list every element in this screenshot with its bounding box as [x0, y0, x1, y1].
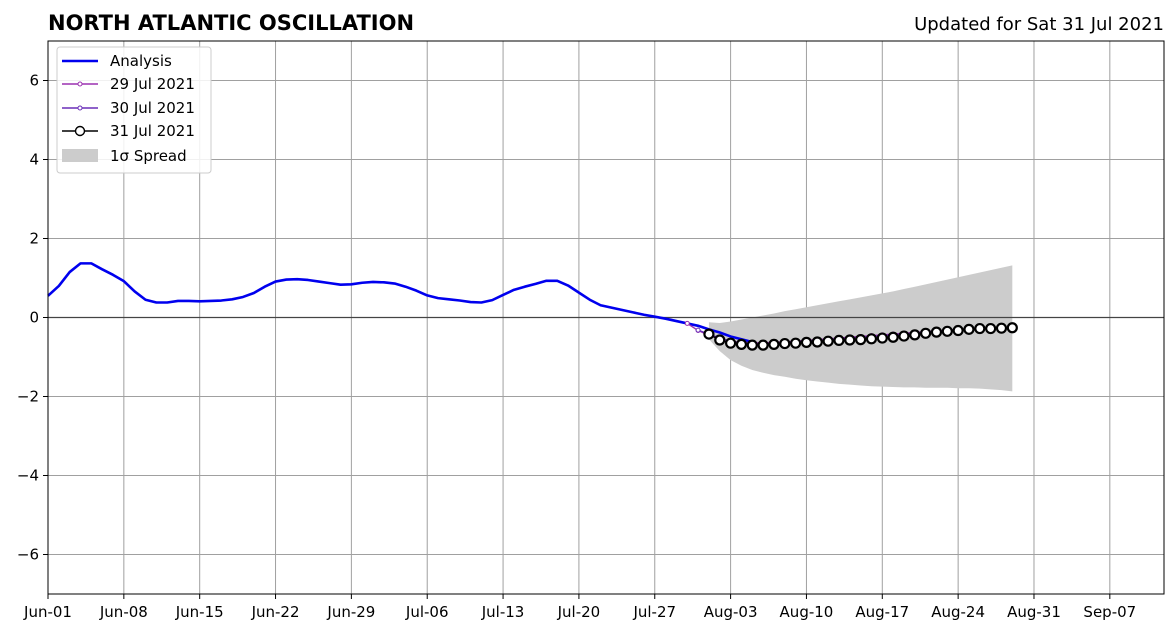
x-tick-label: Jun-08 — [99, 603, 148, 621]
data-point — [725, 337, 737, 349]
data-point — [714, 334, 726, 346]
chart-subtitle: Updated for Sat 31 Jul 2021 — [914, 14, 1164, 35]
data-point — [941, 325, 953, 337]
x-tick-label: Jul-27 — [632, 603, 676, 621]
x-tick-label: Jul-20 — [557, 603, 601, 621]
data-point — [811, 336, 823, 348]
legend: Analysis 29 Jul 2021 30 Jul 2021 31 Jul … — [56, 46, 212, 174]
data-point — [887, 331, 899, 343]
data-point — [757, 339, 769, 351]
data-point — [768, 338, 780, 350]
series-line-analysis — [47, 262, 753, 344]
spread-layer — [708, 265, 1013, 392]
data-point — [790, 337, 802, 349]
data-point — [1006, 322, 1018, 334]
x-tick-label: Jun-01 — [23, 603, 72, 621]
y-tick-label: 4 — [29, 151, 39, 169]
y-tick-label: 2 — [29, 230, 39, 248]
y-tick-label: −4 — [17, 467, 39, 485]
x-tick-label: Jul-13 — [481, 603, 525, 621]
x-tick-label: Jun-29 — [326, 603, 375, 621]
data-point — [995, 322, 1008, 334]
data-point — [920, 327, 932, 339]
legend-label-spread: 1σ Spread — [110, 147, 187, 165]
y-tick-label: −2 — [17, 388, 39, 406]
data-point — [684, 320, 690, 326]
legend-marker-jul30 — [77, 105, 83, 111]
y-tick-label: −6 — [17, 546, 39, 564]
legend-label-analysis: Analysis — [110, 52, 172, 70]
y-tick-label: 6 — [29, 72, 39, 90]
data-point — [822, 335, 834, 347]
spread-band — [708, 265, 1013, 392]
x-tick-label: Aug-17 — [855, 603, 909, 621]
legend-label-jul31: 31 Jul 2021 — [110, 122, 195, 140]
legend-box — [56, 46, 212, 174]
x-tick-label: Jun-22 — [251, 603, 300, 621]
data-point — [985, 322, 997, 335]
legend-swatch-spread — [62, 149, 98, 162]
data-point — [703, 328, 715, 340]
x-tick-label: Aug-03 — [704, 603, 758, 621]
x-tick-label: Jul-06 — [405, 603, 449, 621]
x-tick-label: Aug-24 — [931, 603, 985, 621]
legend-marker-jul29 — [77, 81, 83, 87]
chart-title: NORTH ATLANTIC OSCILLATION — [48, 11, 414, 35]
data-point — [855, 334, 867, 346]
x-tick-label: Aug-31 — [1007, 603, 1061, 621]
y-tick-label: 0 — [29, 309, 39, 327]
data-point — [930, 326, 943, 338]
data-point — [898, 330, 910, 342]
data-point — [779, 337, 791, 350]
legend-label-jul30: 30 Jul 2021 — [110, 99, 195, 117]
x-tick-label: Aug-10 — [780, 603, 834, 621]
data-point — [974, 322, 986, 335]
data-point — [844, 334, 856, 346]
legend-label-jul29: 29 Jul 2021 — [110, 75, 195, 93]
x-tick-label: Jun-15 — [175, 603, 224, 621]
x-axis-ticks: Jun-01 Jun-08 Jun-15 Jun-22 Jun-29 Jul-06 Jul-… — [23, 594, 1136, 621]
legend-marker-jul31 — [74, 125, 86, 137]
data-point — [735, 338, 748, 350]
series-layer — [47, 262, 1018, 351]
data-point — [746, 339, 758, 351]
data-point — [876, 332, 888, 344]
data-point — [833, 334, 845, 347]
y-axis-ticks: 6 4 2 0 −2 −4 −6 — [17, 72, 48, 564]
x-tick-label: Sep-07 — [1083, 603, 1136, 621]
data-point — [963, 323, 975, 335]
data-point — [909, 329, 921, 341]
data-point — [800, 336, 813, 348]
data-point — [952, 324, 964, 337]
plot-area — [47, 40, 1165, 595]
data-point — [865, 333, 878, 345]
data-point — [695, 327, 701, 333]
